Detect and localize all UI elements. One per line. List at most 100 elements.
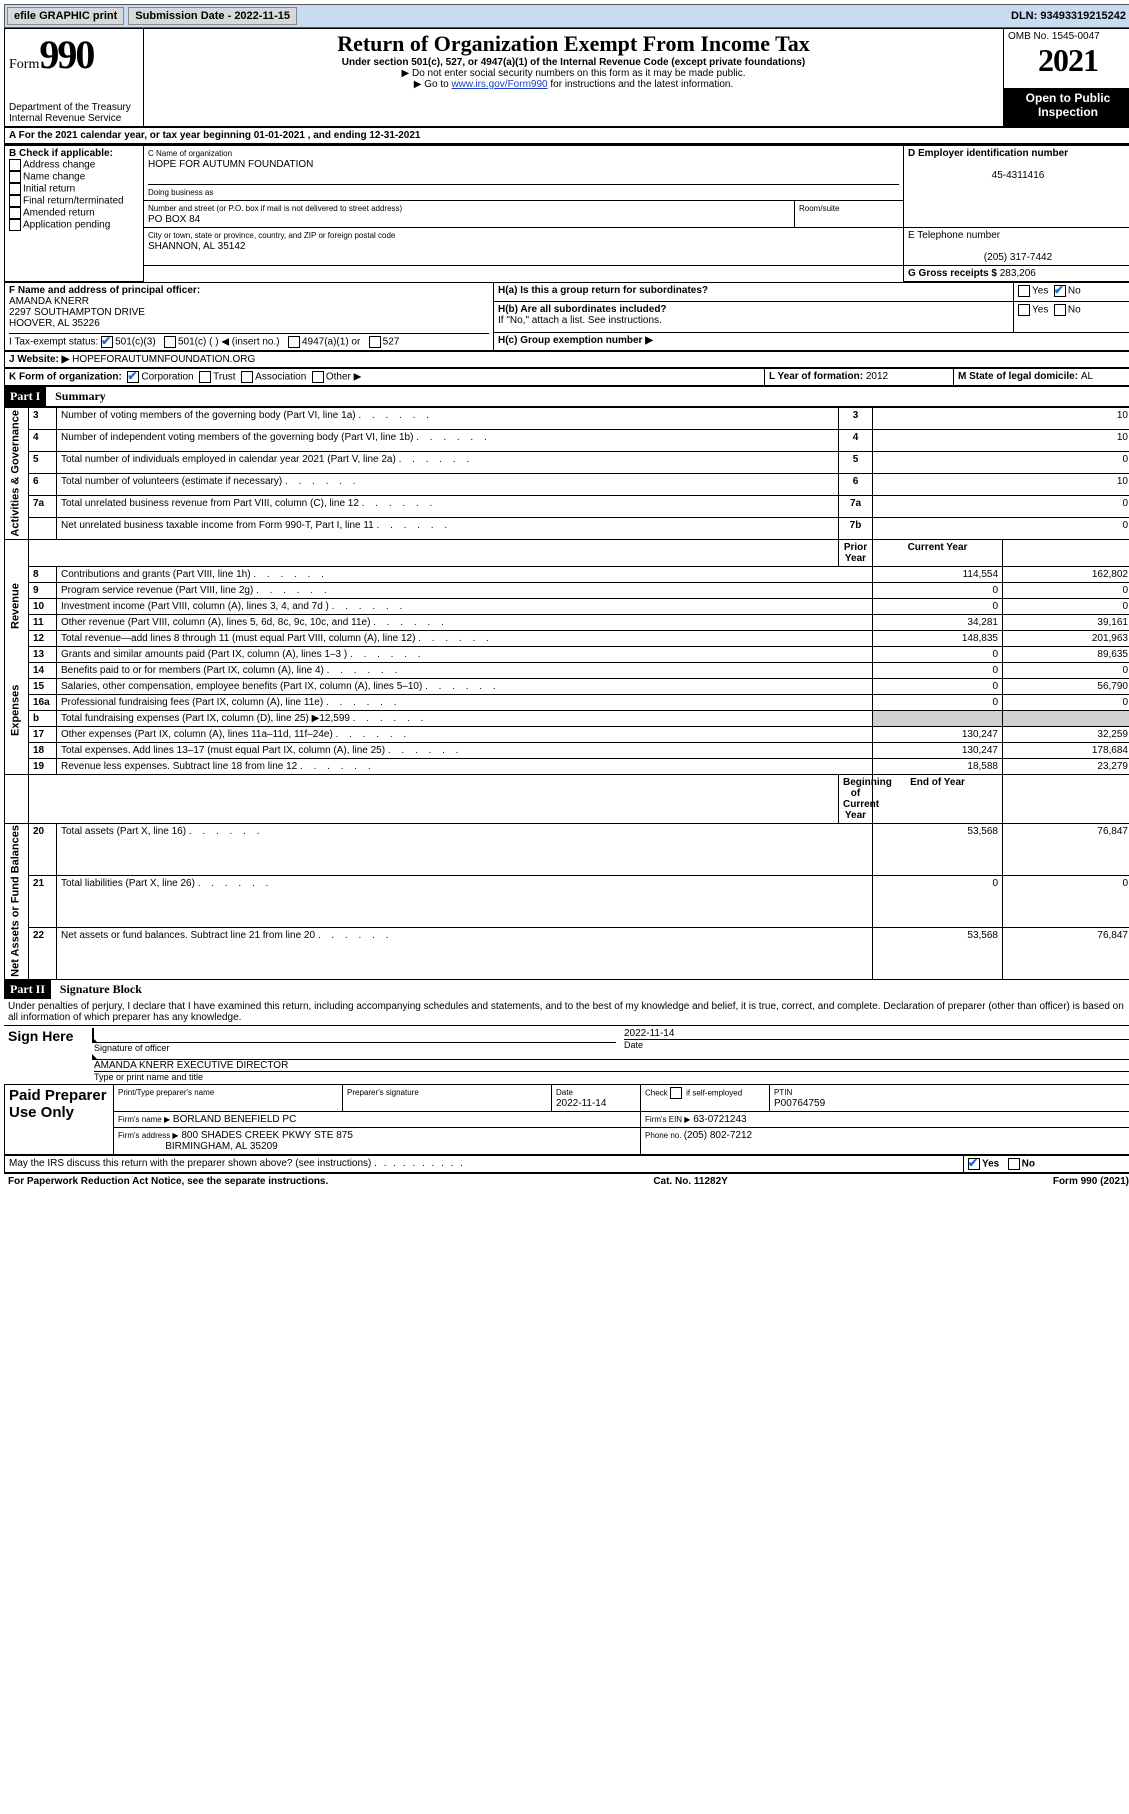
line-11-current: 39,161 [1003,614,1129,630]
officer-block: F Name and address of principal officer:… [4,282,1129,351]
line-22-current: 76,847 [1003,928,1129,980]
gross-receipts-value: 283,206 [1000,268,1036,279]
form-note2: ▶ Go to www.irs.gov/Form990 for instruct… [148,79,999,90]
open-public-badge: Open to Public Inspection [1004,89,1129,127]
tax-year: 2021 [1008,42,1128,79]
phone-value: (205) 317-7442 [908,252,1128,263]
footer-form: Form 990 (2021) [1053,1176,1129,1187]
other-checkbox[interactable] [312,371,324,383]
line-14-prior: 0 [873,662,1003,678]
vert-net-assets-or-fund-balances: Net Assets or Fund Balances [5,823,29,980]
footer-cat: Cat. No. 11282Y [653,1176,727,1187]
line-18-prior: 130,247 [873,742,1003,758]
officer-label: F Name and address of principal officer: [9,285,200,296]
website-row: J Website: ▶ HOPEFORAUTUMNFOUNDATION.ORG [4,351,1129,368]
submission-date-button[interactable]: Submission Date - 2022-11-15 [128,7,297,25]
part1-title: Summary [49,389,106,403]
footer: For Paperwork Reduction Act Notice, see … [4,1173,1129,1189]
officer-addr1: 2297 SOUTHAMPTON DRIVE [9,307,145,318]
discuss-row: May the IRS discuss this return with the… [4,1155,1129,1173]
domicile-value: AL [1081,371,1093,382]
city-label: City or town, state or province, country… [148,231,395,240]
phone-label: E Telephone number [908,230,1000,241]
tax-year-begin: 01-01-2021 [254,130,305,141]
preparer-date: 2022-11-14 [556,1098,606,1109]
irs-label: Internal Revenue Service [9,113,139,124]
line-8-prior: 114,554 [873,566,1003,582]
sign-here-block: Sign Here Signature of officer 2022-11-1… [4,1026,1129,1084]
hc-label: H(c) Group exemption number ▶ [498,335,653,346]
trust-checkbox[interactable] [199,371,211,383]
501c3-checkbox[interactable] [101,336,113,348]
line-7b-value: 0 [873,517,1129,539]
line-10-prior: 0 [873,598,1003,614]
officer-name: AMANDA KNERR [9,296,89,307]
527-checkbox[interactable] [369,336,381,348]
website-value: HOPEFORAUTUMNFOUNDATION.ORG [72,354,255,365]
line-17-current: 32,259 [1003,726,1129,742]
line-14-current: 0 [1003,662,1129,678]
hb-no-checkbox[interactable] [1054,304,1066,316]
dln-label: DLN: 93493319215242 [1011,10,1129,22]
line-15-current: 56,790 [1003,678,1129,694]
vert-expenses: Expenses [5,646,29,774]
line-a: A For the 2021 calendar year, or tax yea… [4,127,1129,145]
perjury-declaration: Under penalties of perjury, I declare th… [4,999,1129,1026]
501c-checkbox[interactable] [164,336,176,348]
efile-print-button[interactable]: efile GRAPHIC print [7,7,124,25]
corp-checkbox[interactable] [127,371,139,383]
line-5-value: 0 [873,451,1129,473]
line-3-value: 10 [873,408,1129,430]
dba-label: Doing business as [148,188,213,197]
website-label: J Website: ▶ [9,354,69,365]
paid-preparer-block: Paid Preparer Use Only Print/Type prepar… [4,1084,1129,1155]
discuss-label: May the IRS discuss this return with the… [9,1158,371,1169]
vert-revenue: Revenue [5,566,29,646]
irs-link[interactable]: www.irs.gov/Form990 [451,79,547,90]
line-4-value: 10 [873,429,1129,451]
street-value: PO BOX 84 [148,214,200,225]
org-name-label: C Name of organization [148,149,232,158]
initial-return-checkbox[interactable] [9,183,21,195]
4947a1-checkbox[interactable] [288,336,300,348]
ptin-value: P00764759 [774,1098,825,1109]
application-pending-checkbox[interactable] [9,219,21,231]
line-6-value: 10 [873,473,1129,495]
identity-block: B Check if applicable: Address change Na… [4,145,1129,282]
part2-header-row: Part II Signature Block [4,980,1129,999]
paid-preparer-label: Paid Preparer Use Only [9,1087,107,1121]
klm-row: K Form of organization: Corporation Trus… [4,368,1129,387]
discuss-no-checkbox[interactable] [1008,1158,1020,1170]
line-20-prior: 53,568 [873,823,1003,875]
line-10-current: 0 [1003,598,1129,614]
ha-yes-checkbox[interactable] [1018,285,1030,297]
domicile-label: M State of legal domicile: [958,371,1081,382]
footer-pra: For Paperwork Reduction Act Notice, see … [8,1176,328,1187]
amended-return-checkbox[interactable] [9,207,21,219]
line-12-current: 201,963 [1003,630,1129,646]
room-label: Room/suite [799,204,839,213]
officer-name-title: AMANDA KNERR EXECUTIVE DIRECTOR [94,1060,1129,1071]
firm-ein: 63-0721243 [693,1114,746,1125]
line-12-prior: 148,835 [873,630,1003,646]
firm-addr2: BIRMINGHAM, AL 35209 [165,1141,277,1152]
form-title: Return of Organization Exempt From Incom… [148,31,999,57]
assoc-checkbox[interactable] [241,371,253,383]
city-value: SHANNON, AL 35142 [148,241,245,252]
line-7a-value: 0 [873,495,1129,517]
self-employed-checkbox[interactable] [670,1087,682,1099]
ha-no-checkbox[interactable] [1054,285,1066,297]
hb-yes-checkbox[interactable] [1018,304,1030,316]
address-change-checkbox[interactable] [9,159,21,171]
discuss-yes-checkbox[interactable] [968,1158,980,1170]
lines-table: Activities & Governance3Number of voting… [4,407,1129,980]
sign-here-label: Sign Here [8,1028,73,1044]
part2-title: Signature Block [54,982,142,996]
line-22-prior: 53,568 [873,928,1003,980]
final-return-checkbox[interactable] [9,195,21,207]
name-change-checkbox[interactable] [9,171,21,183]
line-15-prior: 0 [873,678,1003,694]
street-label: Number and street (or P.O. box if mail i… [148,204,402,213]
omb-label: OMB No. 1545-0047 [1008,31,1128,42]
line-21-prior: 0 [873,875,1003,927]
